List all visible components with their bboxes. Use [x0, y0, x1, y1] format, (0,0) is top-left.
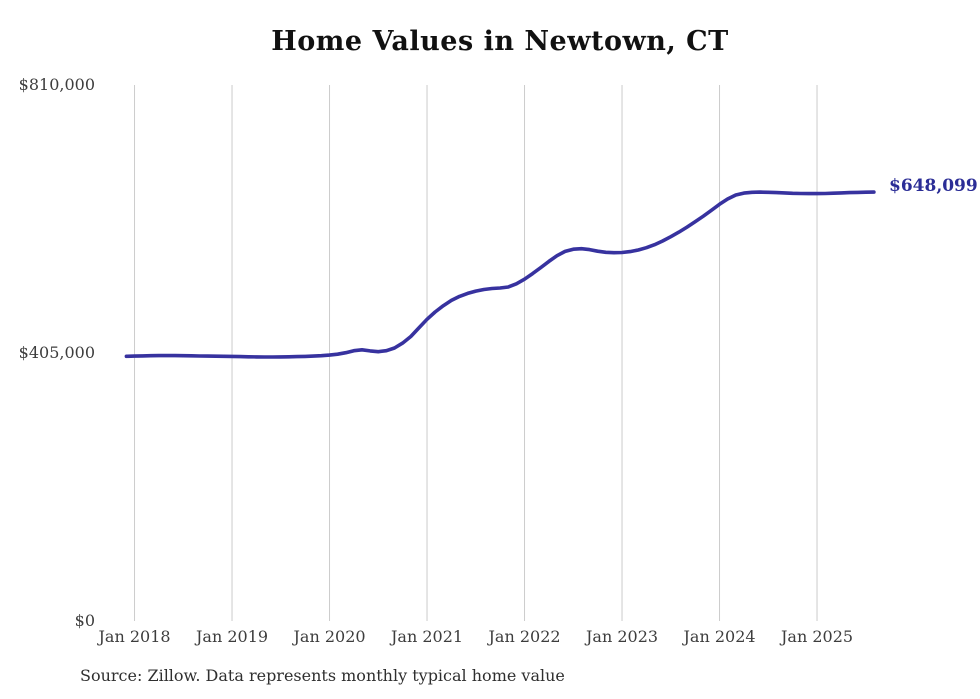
y-tick-label: $810,000 [18, 75, 95, 94]
x-tick-label: Jan 2022 [488, 627, 561, 646]
x-tick-label: Jan 2023 [585, 627, 659, 646]
x-tick-label: Jan 2024 [683, 627, 756, 646]
x-tick-label: Jan 2020 [293, 627, 366, 646]
end-value-label: $648,099 [889, 176, 978, 197]
y-tick-label: $0 [74, 611, 95, 630]
y-tick-label: $405,000 [18, 343, 95, 362]
chart-title: Home Values in Newtown, CT [271, 26, 729, 57]
x-tick-label: Jan 2018 [98, 627, 171, 646]
home-value-line [124, 190, 876, 359]
source-note: Source: Zillow. Data represents monthly … [80, 666, 565, 685]
x-tick-label: Jan 2021 [390, 627, 464, 646]
x-tick-label: Jan 2019 [195, 627, 269, 646]
x-tick-label: Jan 2025 [780, 627, 854, 646]
